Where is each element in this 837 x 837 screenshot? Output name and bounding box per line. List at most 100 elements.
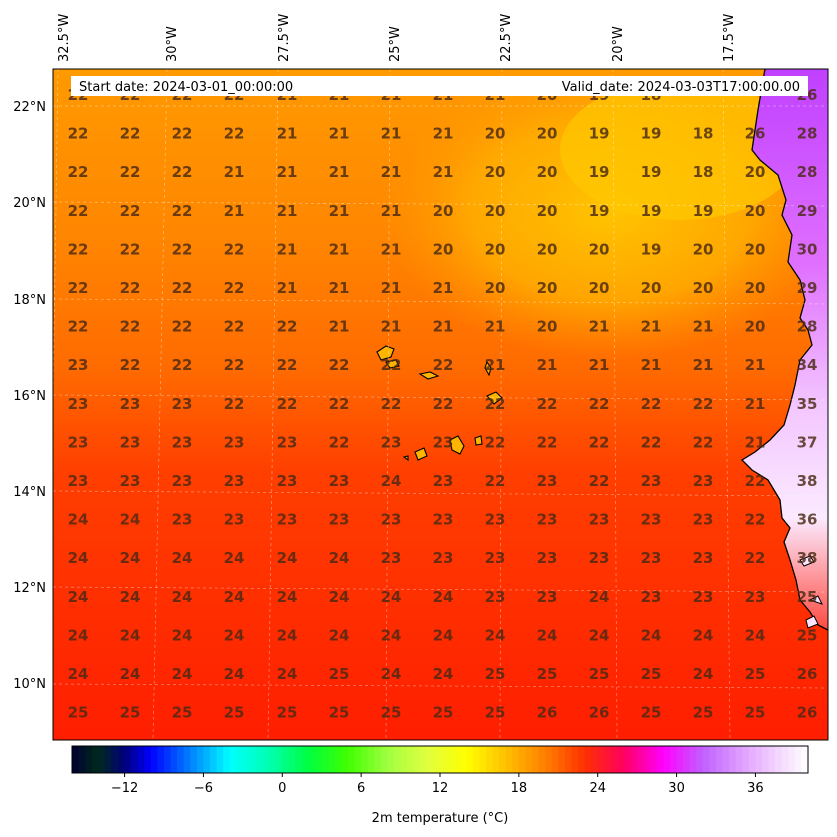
temperature-value: 24 xyxy=(277,588,298,606)
temperature-value: 25 xyxy=(485,704,506,722)
colorbar-cell xyxy=(256,746,264,773)
colorbar-cell xyxy=(262,746,270,773)
graticule xyxy=(53,69,828,740)
temperature-value: 20 xyxy=(485,279,506,297)
temperature-value: 22 xyxy=(224,240,245,258)
temperature-value: 22 xyxy=(641,433,662,451)
colorbar-cell xyxy=(453,746,461,773)
colorbar-cell xyxy=(380,746,389,773)
temperature-value: 23 xyxy=(485,549,506,567)
temperature-value: 24 xyxy=(172,626,193,644)
temperature-value: 19 xyxy=(589,202,610,220)
colorbar-cell xyxy=(104,746,113,773)
temperature-value: 23 xyxy=(172,395,193,413)
temperature-value: 21 xyxy=(329,202,350,220)
temperature-value: 23 xyxy=(537,472,558,490)
colorbar-cell xyxy=(663,746,671,773)
map-area: 22 22 22 22 21 21 21 21 21 20 19 18 26 22 22 22 22 21 21 21… xyxy=(53,69,828,740)
temperature-value: 20 xyxy=(693,279,714,297)
colorbar-cell xyxy=(387,746,395,773)
temperature-value: 22 xyxy=(120,163,141,181)
temperature-value: 23 xyxy=(224,433,245,451)
temperature-value: 23 xyxy=(277,433,298,451)
temperature-value: 20 xyxy=(537,202,558,220)
temperature-value: 34 xyxy=(797,356,818,374)
colorbar-cell xyxy=(472,746,481,773)
latitude-label: 10°N xyxy=(13,677,46,692)
temperature-value: 24 xyxy=(381,626,402,644)
temperature-value: 20 xyxy=(537,279,558,297)
colorbar-cell xyxy=(656,746,665,773)
colorbar-cell xyxy=(518,746,527,773)
temperature-value: 23 xyxy=(433,549,454,567)
temperature-value: 23 xyxy=(485,511,506,529)
temperature-value: 22 xyxy=(433,395,454,413)
temperature-value: 22 xyxy=(277,395,298,413)
colorbar-cell xyxy=(236,746,244,773)
temperature-value: 23 xyxy=(172,511,193,529)
cool-sea-patch-inner xyxy=(560,80,800,220)
colorbar-cell xyxy=(637,746,645,773)
temperature-value: 22 xyxy=(485,472,506,490)
temperature-value: 22 xyxy=(120,125,141,143)
temperature-value: 22 xyxy=(224,356,245,374)
temperature-value: 22 xyxy=(329,433,350,451)
colorbar-cell xyxy=(446,746,454,773)
temperature-value: 25 xyxy=(693,704,714,722)
colorbar-cell xyxy=(413,746,421,773)
temperature-value: 21 xyxy=(433,163,454,181)
temperature-value: 25 xyxy=(329,704,350,722)
temperature-value: 24 xyxy=(329,588,350,606)
temperature-value: 18 xyxy=(693,163,714,181)
temperature-value: 23 xyxy=(277,472,298,490)
temperature-value: 22 xyxy=(745,511,766,529)
temperature-value: 24 xyxy=(433,665,454,683)
temperature-value: 25 xyxy=(589,665,610,683)
colorbar-cell xyxy=(183,746,191,773)
colorbar-cell xyxy=(670,746,678,773)
colorbar-cell xyxy=(604,746,612,773)
temperature-value: 25 xyxy=(329,665,350,683)
colorbar-cell xyxy=(755,746,763,773)
colorbar-cell xyxy=(781,746,789,773)
colorbar-cell xyxy=(617,746,625,773)
temperature-value: 21 xyxy=(433,125,454,143)
longitude-label: 30°W xyxy=(165,26,180,62)
temperature-value: 22 xyxy=(172,163,193,181)
colorbar-cell xyxy=(584,746,592,773)
colorbar-cell xyxy=(321,746,329,773)
temperature-value: 23 xyxy=(693,472,714,490)
temperature-value: 25 xyxy=(485,665,506,683)
temperature-value: 23 xyxy=(120,395,141,413)
temperature-value: 22 xyxy=(485,433,506,451)
temperature-value: 22 xyxy=(68,318,89,336)
colorbar-cell xyxy=(564,746,573,773)
temperature-value: 18 xyxy=(693,125,714,143)
temperature-value: 19 xyxy=(693,202,714,220)
temperature-value: 22 xyxy=(537,395,558,413)
latitude-label: 18°N xyxy=(13,293,46,308)
temperature-value: 24 xyxy=(120,665,141,683)
colorbar-cell xyxy=(532,746,540,773)
temperature-value: 21 xyxy=(485,356,506,374)
temperature-value: 25 xyxy=(277,704,298,722)
temperature-value: 20 xyxy=(745,163,766,181)
colorbar-cell xyxy=(525,746,533,773)
longitude-label: 27.5°W xyxy=(277,14,292,62)
temperature-value: 23 xyxy=(381,511,402,529)
colorbar-cell xyxy=(512,746,520,773)
temperature-value: 21 xyxy=(589,356,610,374)
colorbar-tick-label: −12 xyxy=(111,781,138,796)
colorbar-cell xyxy=(164,746,172,773)
colorbar-cell xyxy=(315,746,323,773)
temperature-value: 26 xyxy=(537,704,558,722)
colorbar-cell xyxy=(177,746,185,773)
temperature-value: 23 xyxy=(693,511,714,529)
temperature-value: 25 xyxy=(745,704,766,722)
temperature-value: 23 xyxy=(433,472,454,490)
temperature-value: 23 xyxy=(172,472,193,490)
colorbar-cell xyxy=(328,746,336,773)
temperature-value: 24 xyxy=(329,626,350,644)
temperature-value: 21 xyxy=(433,279,454,297)
colorbar-cell xyxy=(768,746,776,773)
